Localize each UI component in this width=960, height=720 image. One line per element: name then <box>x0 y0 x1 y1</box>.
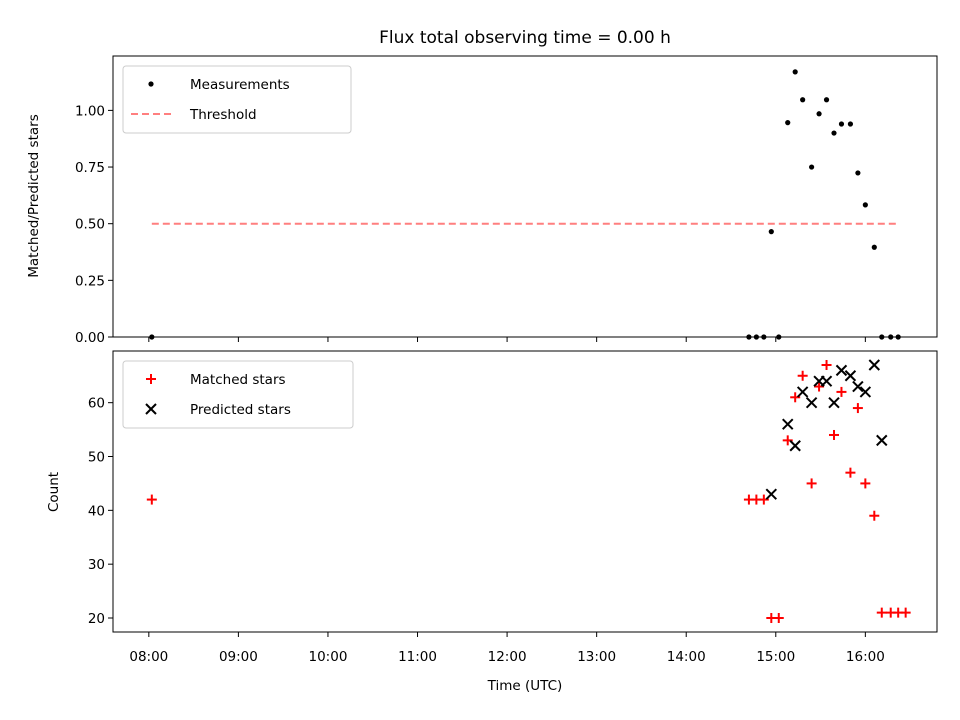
matched-stars-point <box>836 386 847 397</box>
measurements-point <box>149 334 155 340</box>
legend-entry: Predicted stars <box>190 402 291 418</box>
axes-frame <box>112 55 938 338</box>
measurements-point <box>746 334 752 340</box>
matched-stars-point <box>860 478 871 489</box>
measurements-point <box>753 334 759 340</box>
x-tick-label: 11:00 <box>398 649 437 665</box>
matched-stars-point <box>797 370 808 381</box>
matched-stars-point <box>814 381 825 392</box>
matched-stars-point <box>869 510 880 521</box>
matched-stars-point <box>852 403 863 414</box>
x-tick-label: 14:00 <box>667 649 706 665</box>
predicted-stars-point <box>835 364 848 377</box>
y-tick-label: 40 <box>88 503 105 519</box>
y-tick-label: 60 <box>88 396 105 412</box>
predicted-stars-point <box>789 440 801 452</box>
y-tick-label: 0.50 <box>75 217 105 233</box>
y-tick-label: 0.75 <box>75 160 105 176</box>
measurements-point <box>761 334 767 340</box>
measurements-point <box>838 121 845 127</box>
predicted-stars-point <box>828 396 840 409</box>
y-tick-label: 0.25 <box>75 273 105 289</box>
x-tick-label: 10:00 <box>309 649 348 665</box>
legend: Matched stars Predicted stars <box>122 360 354 429</box>
predicted-stars-point <box>765 488 778 500</box>
predicted-stars-point <box>820 375 833 387</box>
measurements-point <box>816 111 822 117</box>
y-tick-label: 1.00 <box>75 103 105 119</box>
x-tick-label: 15:00 <box>756 649 795 665</box>
predicted-stars-point <box>859 386 872 398</box>
matched-stars-point <box>773 613 784 624</box>
x-tick-label: 12:00 <box>488 649 527 665</box>
measurements-point <box>855 170 861 176</box>
chart-title: Flux total observing time = 0.00 h <box>379 28 671 48</box>
predicted-stars-point <box>876 434 888 447</box>
measurements-point <box>823 97 830 103</box>
x-tick-label: 08:00 <box>129 649 168 665</box>
measurements-point <box>895 334 901 340</box>
matched-stars-point <box>876 607 887 618</box>
matched-stars-point <box>806 478 817 489</box>
legend-marker-swatch <box>145 403 157 415</box>
matched-stars-point <box>821 359 832 370</box>
matched-stars-point <box>790 392 801 403</box>
y-tick-label: 30 <box>88 557 105 573</box>
matched-stars-point <box>782 435 793 446</box>
legend: Measurements Threshold <box>122 65 352 134</box>
bottom-y-axis-label: Count <box>46 472 62 512</box>
matched-stars-point <box>829 429 839 440</box>
measurements-point <box>871 244 877 250</box>
legend-entry: Matched stars <box>190 372 286 388</box>
axes-frame <box>112 350 938 633</box>
predicted-stars-point <box>852 380 864 393</box>
matched-stars-point <box>146 494 157 505</box>
predicted-stars-point <box>805 396 818 409</box>
matched-stars-point <box>845 467 856 478</box>
measurements-point <box>809 164 815 170</box>
y-tick-label: 50 <box>88 450 105 466</box>
measurements-point <box>888 334 894 340</box>
top-subplot: 0.00 0.25 0.50 0.75 1.00 Measurements Threshol… <box>75 55 938 346</box>
y-tick-label: 0.00 <box>75 330 105 346</box>
matched-stars-point <box>900 607 911 618</box>
matched-stars-point <box>758 494 769 505</box>
measurements-point <box>862 202 868 208</box>
measurements-point <box>879 334 885 340</box>
measurements-point <box>792 69 798 75</box>
legend-entry: Threshold <box>189 107 257 123</box>
bottom-subplot: 20 30 40 50 60 08:00 09:00 10:00 11:00 12:00 13:00… <box>88 350 938 665</box>
measurements-point <box>776 334 782 340</box>
measurements-point <box>847 121 854 127</box>
x-tick-label: 13:00 <box>577 649 616 665</box>
measurements-point <box>800 97 806 103</box>
predicted-stars-point <box>782 418 794 430</box>
legend-marker-swatch <box>146 374 156 384</box>
y-tick-label: 20 <box>88 611 105 627</box>
top-y-axis-label: Matched/Predicted stars <box>26 114 42 277</box>
predicted-stars-point <box>844 370 857 382</box>
predicted-stars-point <box>796 386 809 398</box>
legend-marker-swatch <box>148 81 154 87</box>
measurements-point <box>785 120 791 126</box>
measurements-point <box>831 130 837 136</box>
x-tick-label: 16:00 <box>846 649 885 665</box>
measurements-point <box>768 229 774 235</box>
legend-entry: Measurements <box>190 77 290 93</box>
predicted-stars-point <box>868 359 881 371</box>
x-axis-label: Time (UTC) <box>487 678 563 694</box>
x-tick-label: 09:00 <box>219 649 258 665</box>
